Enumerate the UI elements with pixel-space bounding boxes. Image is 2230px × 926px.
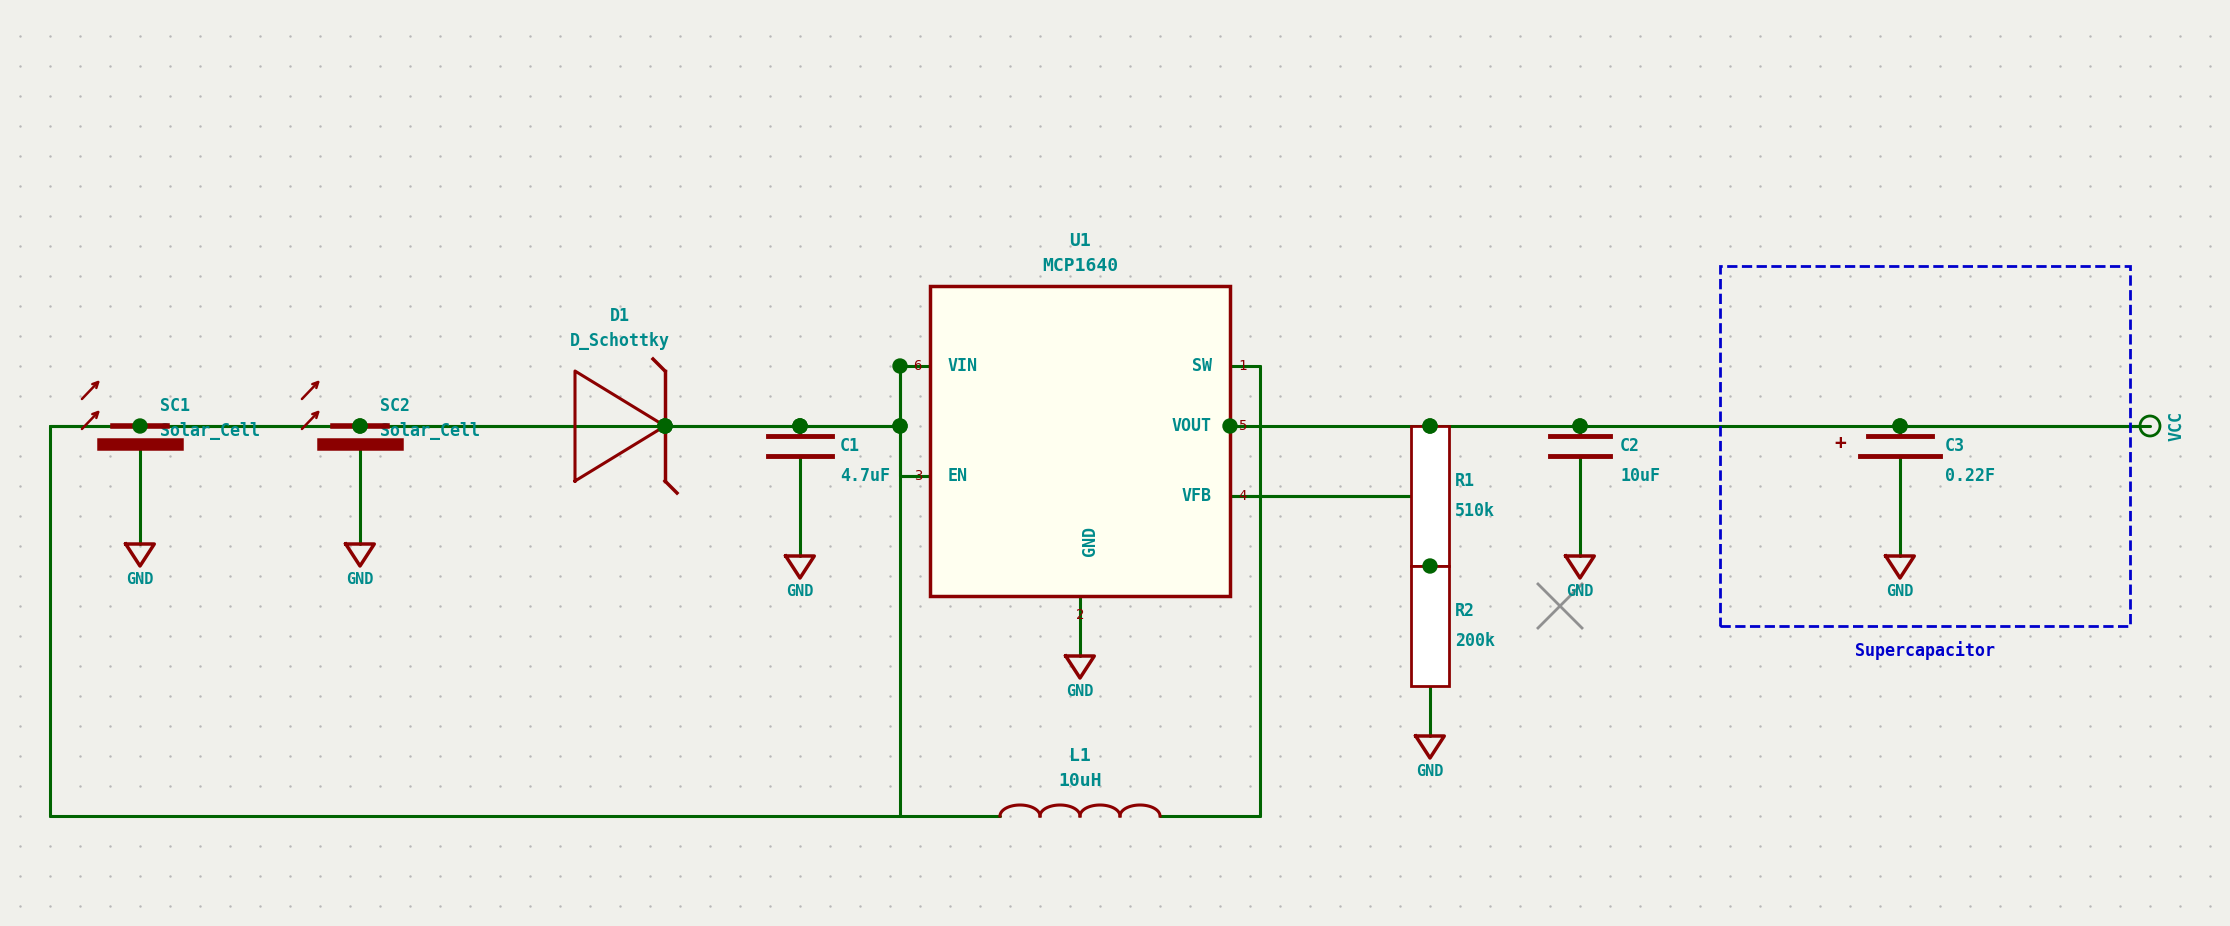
- Circle shape: [352, 419, 368, 433]
- Text: 4: 4: [1238, 489, 1247, 503]
- Text: 5: 5: [1238, 419, 1247, 433]
- Circle shape: [1222, 419, 1238, 433]
- Text: VIN: VIN: [948, 357, 979, 375]
- Text: GND: GND: [1887, 584, 1913, 599]
- Circle shape: [892, 419, 908, 433]
- Circle shape: [658, 419, 671, 433]
- Text: Supercapacitor: Supercapacitor: [1855, 641, 1996, 660]
- Circle shape: [794, 419, 807, 433]
- Text: SW: SW: [1193, 357, 1211, 375]
- Text: Solar_Cell: Solar_Cell: [161, 422, 261, 440]
- Text: EN: EN: [948, 467, 968, 485]
- Text: 510k: 510k: [1454, 502, 1494, 520]
- Text: D_Schottky: D_Schottky: [571, 332, 669, 350]
- Text: 4.7uF: 4.7uF: [841, 467, 890, 485]
- Text: SC1: SC1: [161, 397, 190, 415]
- Circle shape: [892, 419, 908, 433]
- Text: +: +: [1833, 434, 1846, 454]
- Circle shape: [794, 419, 807, 433]
- Circle shape: [1893, 419, 1907, 433]
- Circle shape: [352, 419, 368, 433]
- Bar: [1412, 566, 1450, 686]
- Text: VOUT: VOUT: [1173, 417, 1211, 435]
- Text: GND: GND: [1082, 526, 1099, 556]
- Text: U1: U1: [1068, 232, 1090, 250]
- Bar: [1719, 266, 2130, 626]
- Circle shape: [1893, 419, 1907, 433]
- Circle shape: [1423, 559, 1436, 573]
- Text: GND: GND: [787, 584, 814, 599]
- Circle shape: [892, 359, 908, 373]
- Text: GND: GND: [127, 572, 154, 587]
- Text: Solar_Cell: Solar_Cell: [379, 422, 479, 440]
- Text: VFB: VFB: [1182, 487, 1211, 505]
- Text: C2: C2: [1619, 437, 1639, 455]
- Text: C1: C1: [841, 437, 861, 455]
- Text: 200k: 200k: [1454, 632, 1494, 650]
- Circle shape: [1423, 419, 1436, 433]
- Text: R1: R1: [1454, 472, 1474, 490]
- Text: 1: 1: [1238, 359, 1247, 373]
- Text: VCC: VCC: [2168, 411, 2185, 441]
- Circle shape: [658, 419, 671, 433]
- Text: C3: C3: [1945, 437, 1965, 455]
- Text: SC2: SC2: [379, 397, 410, 415]
- Text: 10uF: 10uF: [1619, 467, 1659, 485]
- Circle shape: [1572, 419, 1588, 433]
- Circle shape: [658, 419, 671, 433]
- Text: R2: R2: [1454, 602, 1474, 620]
- Bar: [1412, 426, 1450, 566]
- Circle shape: [1423, 419, 1436, 433]
- Text: 10uH: 10uH: [1059, 772, 1102, 790]
- Circle shape: [794, 419, 807, 433]
- Text: D1: D1: [611, 307, 631, 325]
- Text: GND: GND: [1416, 764, 1443, 779]
- Circle shape: [134, 419, 147, 433]
- Bar: [930, 286, 1231, 596]
- Circle shape: [1572, 419, 1588, 433]
- Text: 3: 3: [914, 469, 921, 483]
- Text: GND: GND: [1565, 584, 1594, 599]
- Text: GND: GND: [1066, 684, 1093, 699]
- Text: 2: 2: [1075, 608, 1084, 622]
- Text: GND: GND: [346, 572, 375, 587]
- Text: 6: 6: [914, 359, 921, 373]
- Text: L1: L1: [1068, 747, 1090, 765]
- Text: MCP1640: MCP1640: [1041, 257, 1117, 275]
- Text: 0.22F: 0.22F: [1945, 467, 1996, 485]
